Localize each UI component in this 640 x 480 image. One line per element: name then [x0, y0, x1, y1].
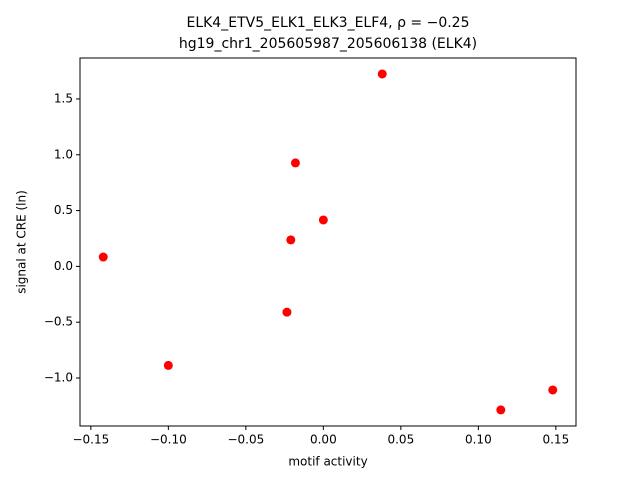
- x-tick-label: 0.05: [387, 433, 414, 447]
- point: [318, 215, 328, 225]
- y-tick-label: 0.0: [54, 259, 73, 273]
- plot-frame: [79, 57, 577, 427]
- x-tick-label: 0.10: [465, 433, 492, 447]
- x-tick-label: −0.05: [227, 433, 264, 447]
- x-tick-label: 0.00: [310, 433, 337, 447]
- y-tick-label: 1.0: [54, 147, 73, 161]
- x-tick-label: −0.10: [150, 433, 187, 447]
- x-axis-label: motif activity: [288, 455, 367, 469]
- point: [377, 69, 387, 79]
- y-tick-label: −1.0: [44, 371, 73, 385]
- x-tick-label: −0.15: [72, 433, 109, 447]
- y-tick-label: 0.5: [54, 203, 73, 217]
- y-tick-label: −0.5: [44, 315, 73, 329]
- chart-title: ELK4_ETV5_ELK1_ELK3_ELF4, ρ = −0.25: [186, 15, 469, 31]
- point: [286, 235, 296, 245]
- point: [496, 405, 506, 415]
- point: [163, 360, 173, 370]
- x-tick-label: 0.15: [542, 433, 569, 447]
- chart-subtitle: hg19_chr1_205605987_205606138 (ELK4): [179, 36, 477, 52]
- point: [290, 158, 300, 168]
- y-tick-label: 1.5: [54, 91, 73, 105]
- point: [98, 252, 108, 262]
- y-axis-label: signal at CRE (ln): [15, 190, 29, 294]
- point: [282, 307, 292, 317]
- point: [548, 385, 558, 395]
